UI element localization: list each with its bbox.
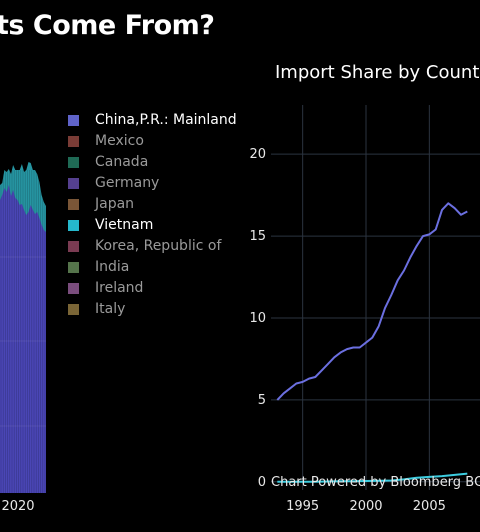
x-tick-label: 2005 (413, 499, 446, 514)
legend-swatch-icon (68, 135, 79, 147)
legend-label: China,P.R.: Mainland (95, 112, 237, 128)
area-china (0, 185, 46, 493)
legend-item[interactable]: Vietnam (68, 216, 153, 234)
legend-swatch-icon (68, 303, 79, 315)
legend-label: Japan (95, 196, 135, 212)
legend-item[interactable]: Canada (68, 153, 148, 171)
legend-item[interactable]: Italy (68, 300, 125, 318)
legend-item[interactable]: Ireland (68, 279, 143, 297)
legend-swatch-icon (68, 282, 79, 294)
y-tick-label: 20 (249, 147, 266, 162)
legend-label: Mexico (95, 133, 144, 149)
legend-swatch-icon (68, 219, 79, 231)
legend-label: Korea, Republic of (95, 238, 222, 254)
x-tick-label: 2000 (349, 499, 382, 514)
legend-label: Ireland (95, 280, 144, 296)
legend-swatch-icon (68, 156, 79, 168)
legend-item[interactable]: Japan (68, 195, 134, 213)
legend-item[interactable]: India (68, 258, 129, 276)
x-tick-label: 1995 (286, 499, 319, 514)
legend-item[interactable]: China,P.R.: Mainland (68, 111, 237, 129)
legend-item[interactable]: Germany (68, 174, 159, 192)
chart-credit: Chart Powered by Bloomberg BQ (271, 475, 480, 490)
series-line (276, 202, 468, 401)
y-tick-label: 10 (249, 311, 266, 326)
legend-swatch-icon (68, 261, 79, 273)
legend-label: Germany (95, 175, 160, 191)
legend-swatch-icon (68, 240, 79, 252)
legend-item[interactable]: Korea, Republic of (68, 237, 221, 255)
legend-label: India (95, 259, 130, 275)
legend-swatch-icon (68, 114, 79, 126)
y-tick-label: 15 (249, 229, 266, 244)
chart-title: Import Share by Count (275, 62, 480, 83)
page-title: ts Come From? (0, 10, 215, 41)
y-tick-label: 0 (258, 475, 266, 490)
series-line (277, 472, 468, 483)
legend-label: Vietnam (95, 217, 154, 233)
legend-item[interactable]: Mexico (68, 132, 144, 150)
left-x-tick-label: 2020 (1, 499, 34, 514)
legend-swatch-icon (68, 198, 79, 210)
legend-label: Canada (95, 154, 149, 170)
legend-swatch-icon (68, 177, 79, 189)
legend-label: Italy (95, 301, 126, 317)
y-tick-label: 5 (258, 393, 266, 408)
